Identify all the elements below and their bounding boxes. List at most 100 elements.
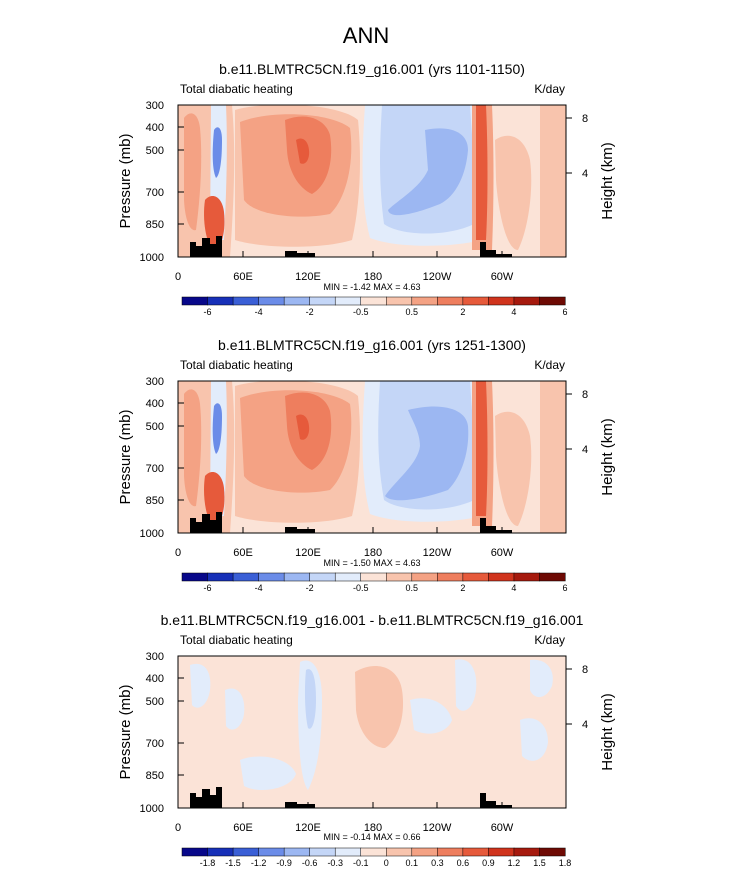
- colorbar-label: -1.8: [200, 858, 216, 868]
- colorbar-label: -0.5: [353, 583, 369, 593]
- panel-1-y-tick-500: 500: [146, 145, 164, 157]
- colorbar-label: -2: [306, 307, 314, 317]
- panel-1-y-tick-850: 850: [146, 219, 164, 231]
- panel-3-cool-patch-2: [225, 688, 245, 730]
- panel-2-americas-side: [495, 411, 532, 526]
- panel-2-title: b.e11.BLMTRC5CN.f19_g16.001 (yrs 1251-13…: [218, 337, 526, 353]
- page-title: ANN: [343, 23, 389, 48]
- colorbar-label: -1.2: [251, 858, 267, 868]
- panel-2-right-label: K/day: [534, 358, 565, 372]
- colorbar-label: 0.9: [482, 858, 495, 868]
- colorbar-swatch: [411, 296, 438, 306]
- panel-3-x-tick-60w: 60W: [491, 822, 514, 834]
- panel-1-cool-core: [388, 128, 468, 216]
- panel-1-height-tick-8: 8: [582, 113, 588, 125]
- colorbar-label: 6: [562, 307, 567, 317]
- colorbar-swatch: [258, 572, 285, 582]
- colorbar-swatch: [437, 296, 464, 306]
- colorbar-label: -6: [204, 307, 212, 317]
- panel-3-y-axis: 300 400 500 700 850 1000 Pressure (mb): [117, 651, 184, 815]
- panel-1-ylabel-right: Height (km): [599, 142, 616, 220]
- colorbar-swatch: [360, 572, 387, 582]
- colorbar-swatch: [207, 572, 234, 582]
- panel-3-colorbar: -1.8 -1.5 -1.2 -0.9 -0.6 -0.3 -0.1 0 0.1 0.3 0.6 0.…: [181, 847, 571, 868]
- panel-3-cool-patch-6: [520, 718, 548, 761]
- panel-1-africa-cool-core: [212, 127, 222, 178]
- panel-2-topography-africa: [190, 512, 222, 533]
- panel-2-field: [178, 381, 566, 533]
- panel-1-x-axis: 0 60E 120E 180 120W 60W: [175, 251, 514, 283]
- panel-1-x-tick-120e: 120E: [295, 271, 321, 283]
- colorbar-label: -4: [255, 307, 263, 317]
- panel-2-x-tick-180: 180: [364, 547, 382, 559]
- colorbar-swatch: [258, 296, 285, 306]
- colorbar-label: -0.3: [327, 858, 343, 868]
- panel-1-x-tick-120w: 120W: [423, 271, 452, 283]
- colorbar-label: -0.6: [302, 858, 318, 868]
- colorbar-swatch: [309, 296, 336, 306]
- colorbar-swatch: [309, 847, 336, 857]
- panel-1-title: b.e11.BLMTRC5CN.f19_g16.001 (yrs 1101-11…: [219, 61, 525, 77]
- panel-3-y-tick-700: 700: [146, 738, 164, 750]
- panel-1-field: [178, 105, 566, 257]
- colorbar-swatch: [488, 847, 515, 857]
- panel-2-left-label: Total diabatic heating: [180, 358, 293, 372]
- colorbar-swatch: [462, 296, 489, 306]
- panel-3-y-tick-300: 300: [146, 651, 164, 663]
- colorbar-swatch: [181, 847, 209, 857]
- panel-3-ylabel: Pressure (mb): [117, 684, 134, 779]
- panel-3-x-axis: 0 60E 120E 180 120W 60W: [175, 802, 514, 834]
- panel-3-cool-patch-7: [530, 659, 553, 698]
- panel-2-height-tick-4: 4: [582, 444, 588, 456]
- panel-1-warm-peak: [296, 138, 310, 164]
- panel-1-y-axis: 300 400 500 700 850 1000 Pressure (mb): [117, 100, 184, 264]
- panel-2: b.e11.BLMTRC5CN.f19_g16.001 (yrs 1251-13…: [117, 337, 616, 593]
- panel-2-x-axis: 0 60E 120E 180 120W 60W: [175, 527, 514, 559]
- colorbar-label: -0.1: [353, 858, 369, 868]
- panel-3-topography-americas: [480, 793, 512, 808]
- panel-1-colorbar: -6 -4 -2 -0.5 0.5 2 4 6: [181, 296, 568, 317]
- colorbar-swatch: [232, 847, 260, 857]
- colorbar-swatch: [437, 572, 464, 582]
- colorbar-label: 2: [460, 307, 465, 317]
- colorbar-swatch: [334, 296, 362, 306]
- colorbar-label: -0.9: [276, 858, 292, 868]
- panel-1-stats: MIN = -1.42 MAX = 4.63: [323, 282, 420, 292]
- panel-3-x-tick-120w: 120W: [423, 822, 452, 834]
- colorbar-label: 1.2: [508, 858, 521, 868]
- colorbar-label: 0.1: [406, 858, 419, 868]
- panel-2-ylabel-right: Height (km): [599, 418, 616, 496]
- colorbar-swatch: [411, 572, 438, 582]
- panel-3-height-axis: 8 4 Height (km): [566, 664, 616, 771]
- panel-3-topography-africa: [190, 787, 222, 808]
- panel-2-x-tick-120w: 120W: [423, 547, 452, 559]
- panel-3-cool-patch-1: [190, 663, 211, 708]
- panel-1-x-tick-0: 0: [175, 271, 181, 283]
- panel-1-topography-americas: [480, 242, 512, 257]
- panel-3-x-tick-180: 180: [364, 822, 382, 834]
- panel-3-field: [178, 656, 566, 808]
- colorbar-swatch: [513, 572, 541, 582]
- colorbar-label: -0.5: [353, 307, 369, 317]
- panel-3-height-tick-4: 4: [582, 719, 588, 731]
- panel-1-frame: [177, 104, 567, 258]
- colorbar-swatch: [386, 847, 413, 857]
- colorbar-label: 0.3: [431, 858, 444, 868]
- panel-2-x-tick-60w: 60W: [491, 547, 514, 559]
- panel-2-cool-core: [385, 406, 469, 501]
- panel-3-cool-patch-5: [455, 659, 477, 711]
- colorbar-swatch: [283, 572, 311, 582]
- panel-2-atlantic-warm: [540, 381, 566, 533]
- panel-2-africa-cool-core: [212, 403, 222, 454]
- colorbar-label: 0.5: [406, 583, 419, 593]
- panel-2-height-axis: 8 4 Height (km): [566, 389, 616, 496]
- colorbar-swatch: [386, 296, 413, 306]
- colorbar-swatch: [258, 847, 285, 857]
- panel-2-americas-core: [476, 381, 488, 516]
- panel-2-warm-peak: [296, 414, 310, 440]
- colorbar-label: -2: [306, 583, 314, 593]
- colorbar-swatch: [334, 847, 362, 857]
- panel-1-y-tick-1000: 1000: [140, 252, 164, 264]
- colorbar-swatch: [360, 847, 387, 857]
- colorbar-swatch: [513, 296, 541, 306]
